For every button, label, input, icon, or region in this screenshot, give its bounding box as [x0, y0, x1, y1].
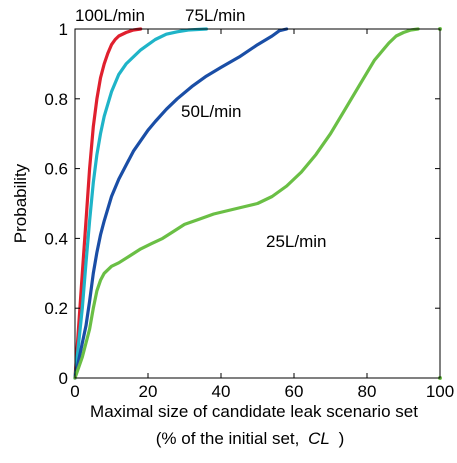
y-tick-label: 0.8 — [44, 90, 68, 109]
x-axis-title-line1: Maximal size of candidate leak scenario … — [90, 402, 418, 421]
annotation-layer: 100L/min 75L/min 50L/min 25L/min — [75, 6, 326, 251]
x-tick-label: 100 — [426, 382, 454, 401]
x-axis-title-symbol: CL — [308, 429, 330, 448]
x-tick-label: 40 — [212, 382, 231, 401]
x-tick-label: 80 — [358, 382, 377, 401]
x-axis-title-line2: (% of the initial set, CL ) — [156, 429, 345, 448]
x-axis-title-suffix: ) — [339, 429, 345, 448]
plot-frame — [74, 28, 441, 379]
y-axis-title: Probability — [11, 163, 30, 243]
series-label-100l-min: 100L/min — [75, 6, 145, 25]
y-tick-label: 0.6 — [44, 160, 68, 179]
series-line-50l-min — [73, 27, 289, 380]
series-line-25l-min — [73, 27, 420, 380]
x-tick-label: 60 — [285, 382, 304, 401]
x-tick-label: 20 — [139, 382, 158, 401]
series-line-75l-min — [73, 27, 208, 380]
series-layer — [73, 27, 442, 380]
y-tick-label: 1 — [59, 20, 68, 39]
series-label-50l-min: 50L/min — [181, 102, 241, 121]
x-axis-title-prefix: (% of the initial set, — [156, 429, 300, 448]
series-label-25l-min: 25L/min — [266, 232, 326, 251]
y-tick-label: 0.4 — [44, 229, 68, 248]
x-tick-label: 0 — [70, 382, 79, 401]
tick-layer: 0 20 40 60 80 100 0 0.2 0.4 0.6 0.8 1 — [44, 20, 454, 401]
series-line-100l-min — [73, 27, 143, 380]
y-tick-label: 0.2 — [44, 299, 68, 318]
y-tick-label: 0 — [59, 369, 68, 388]
series-label-75l-min: 75L/min — [185, 6, 245, 25]
label-layer: Probability Maximal size of candidate le… — [11, 163, 418, 448]
